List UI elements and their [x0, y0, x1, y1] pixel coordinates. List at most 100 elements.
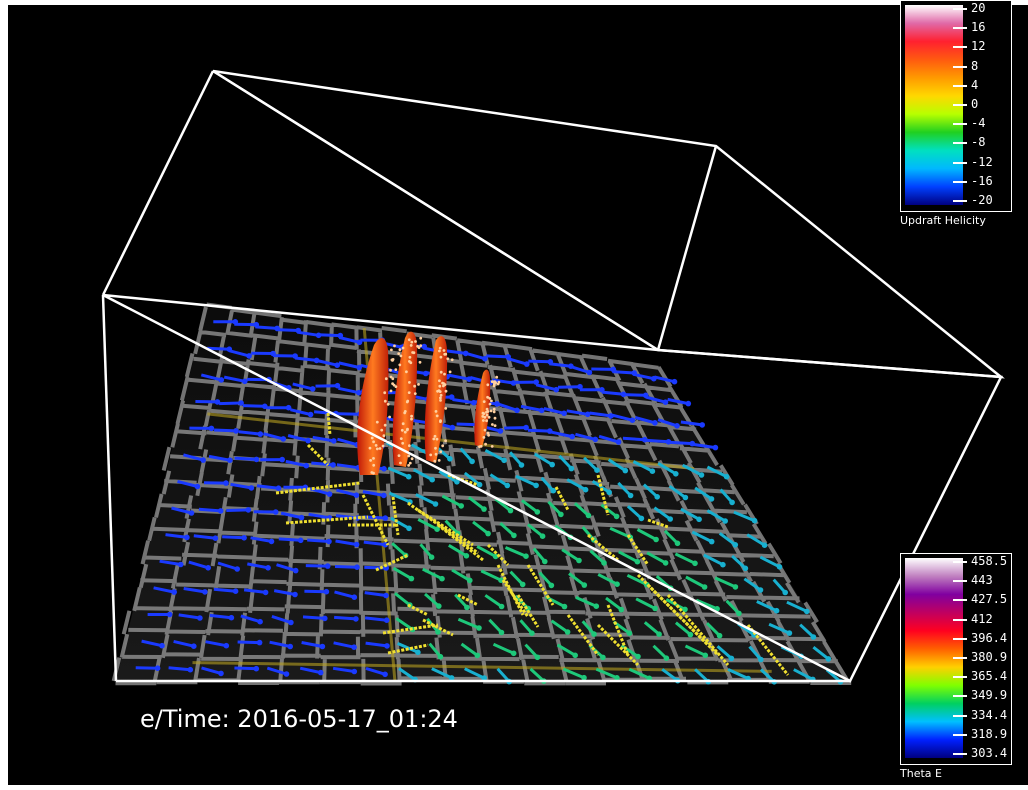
wind-arrow-head [154, 665, 161, 671]
wind-arrow [390, 516, 410, 530]
plume-highlight [488, 402, 492, 406]
tracer-line [285, 515, 369, 525]
wind-arrow-head [687, 631, 694, 638]
wind-arrow [428, 642, 442, 658]
wind-arrow [183, 587, 206, 594]
wind-arrow [480, 569, 502, 582]
wind-arrow [657, 418, 678, 428]
wind-arrow [529, 667, 545, 683]
wind-arrow [558, 454, 573, 470]
plume-highlight [368, 446, 372, 450]
wind-arrow-head [547, 428, 553, 434]
wind-arrow-head [353, 492, 360, 499]
plume-highlight [444, 389, 448, 393]
wind-arrow-head [287, 643, 294, 650]
wind-arrow-head [356, 389, 362, 396]
wind-arrow-head [518, 462, 525, 468]
wind-arrow [589, 549, 606, 565]
wind-arrow [153, 586, 175, 594]
wind-arrow [460, 642, 479, 657]
wind-arrow-head [268, 538, 275, 545]
wind-arrow [772, 578, 787, 594]
wind-arrow [247, 562, 269, 570]
wind-arrow-head [622, 467, 629, 474]
tracer-line [646, 583, 720, 657]
wind-arrow-head [665, 439, 672, 445]
plume-highlight [375, 447, 379, 451]
plume-highlight [386, 402, 390, 406]
wind-arrow [226, 508, 249, 512]
3d-visualization-viewport[interactable] [8, 5, 1028, 785]
wind-arrow-head [218, 670, 224, 677]
wind-arrow-head [257, 618, 263, 625]
tracer-line [382, 623, 439, 635]
wind-arrow [198, 507, 221, 513]
plume-highlight [439, 393, 443, 397]
wind-arrow-head [242, 378, 248, 385]
plume-highlight [389, 389, 393, 393]
wind-arrow-head [568, 465, 575, 472]
wind-arrow [705, 622, 721, 637]
wind-arrow-head [428, 554, 435, 560]
wind-arrow-head [492, 553, 499, 560]
wind-arrow-head [481, 675, 488, 681]
wind-arrow [636, 528, 657, 541]
plume-highlight [439, 355, 443, 359]
wind-arrow [287, 434, 309, 443]
wind-arrow-head [548, 582, 555, 589]
wind-arrow [703, 553, 724, 567]
3d-scene[interactable] [8, 5, 1028, 785]
wind-arrow [363, 540, 386, 547]
wind-arrow [415, 493, 437, 506]
wind-arrow-head [581, 674, 587, 681]
wind-arrow-head [504, 482, 511, 489]
wind-arrow [336, 463, 359, 470]
plume-highlight [405, 370, 408, 374]
wind-arrow-head [280, 436, 287, 442]
wind-arrow [527, 428, 550, 433]
wind-arrow [626, 505, 643, 520]
plume-highlight [382, 434, 386, 438]
wind-arrow-head [238, 400, 244, 406]
wind-arrow-head [615, 439, 622, 445]
plume-highlight [372, 457, 375, 460]
wind-arrow-head [166, 611, 173, 618]
wind-arrow [223, 375, 246, 383]
wind-arrow [290, 408, 311, 416]
wind-arrow [412, 468, 433, 482]
wind-arrow-head [698, 472, 705, 478]
wind-arrow [238, 430, 261, 436]
wind-arrow-head [382, 515, 389, 521]
wind-arrow-head [383, 617, 390, 623]
plume-highlight [438, 346, 442, 350]
wind-arrow-head [272, 509, 279, 515]
updraft-helicity-colorbar: 20 16 12 8 4 0 -4 -8 -12 -16 -20 [900, 0, 1012, 212]
wind-arrow-head [285, 404, 292, 411]
wind-arrow-head [223, 642, 230, 649]
wind-arrow [492, 642, 515, 655]
plume-highlight [399, 437, 403, 440]
plume-highlight [442, 349, 446, 352]
wind-arrow [551, 430, 573, 439]
wind-arrow [634, 416, 656, 425]
tracer-line [417, 508, 474, 547]
wind-arrow-head [319, 643, 326, 650]
wind-arrow [535, 383, 557, 392]
wind-arrow-head [245, 507, 252, 513]
highway-line [207, 412, 695, 471]
plume-highlight [369, 459, 372, 462]
wind-arrow-head [436, 603, 442, 609]
plume-highlight [410, 457, 414, 461]
wind-arrow-head [330, 462, 336, 468]
plume-highlight [484, 442, 487, 446]
wind-arrow [691, 530, 713, 543]
wind-arrow [607, 458, 627, 472]
wind-arrow-head [194, 483, 201, 490]
plume-highlight [417, 383, 420, 386]
wind-arrow [714, 576, 737, 589]
wind-arrow [550, 619, 569, 634]
wind-arrow-head [626, 630, 633, 636]
wind-arrow-head [712, 444, 719, 451]
wind-arrow-head [288, 619, 294, 626]
wind-arrow-head [577, 383, 583, 390]
